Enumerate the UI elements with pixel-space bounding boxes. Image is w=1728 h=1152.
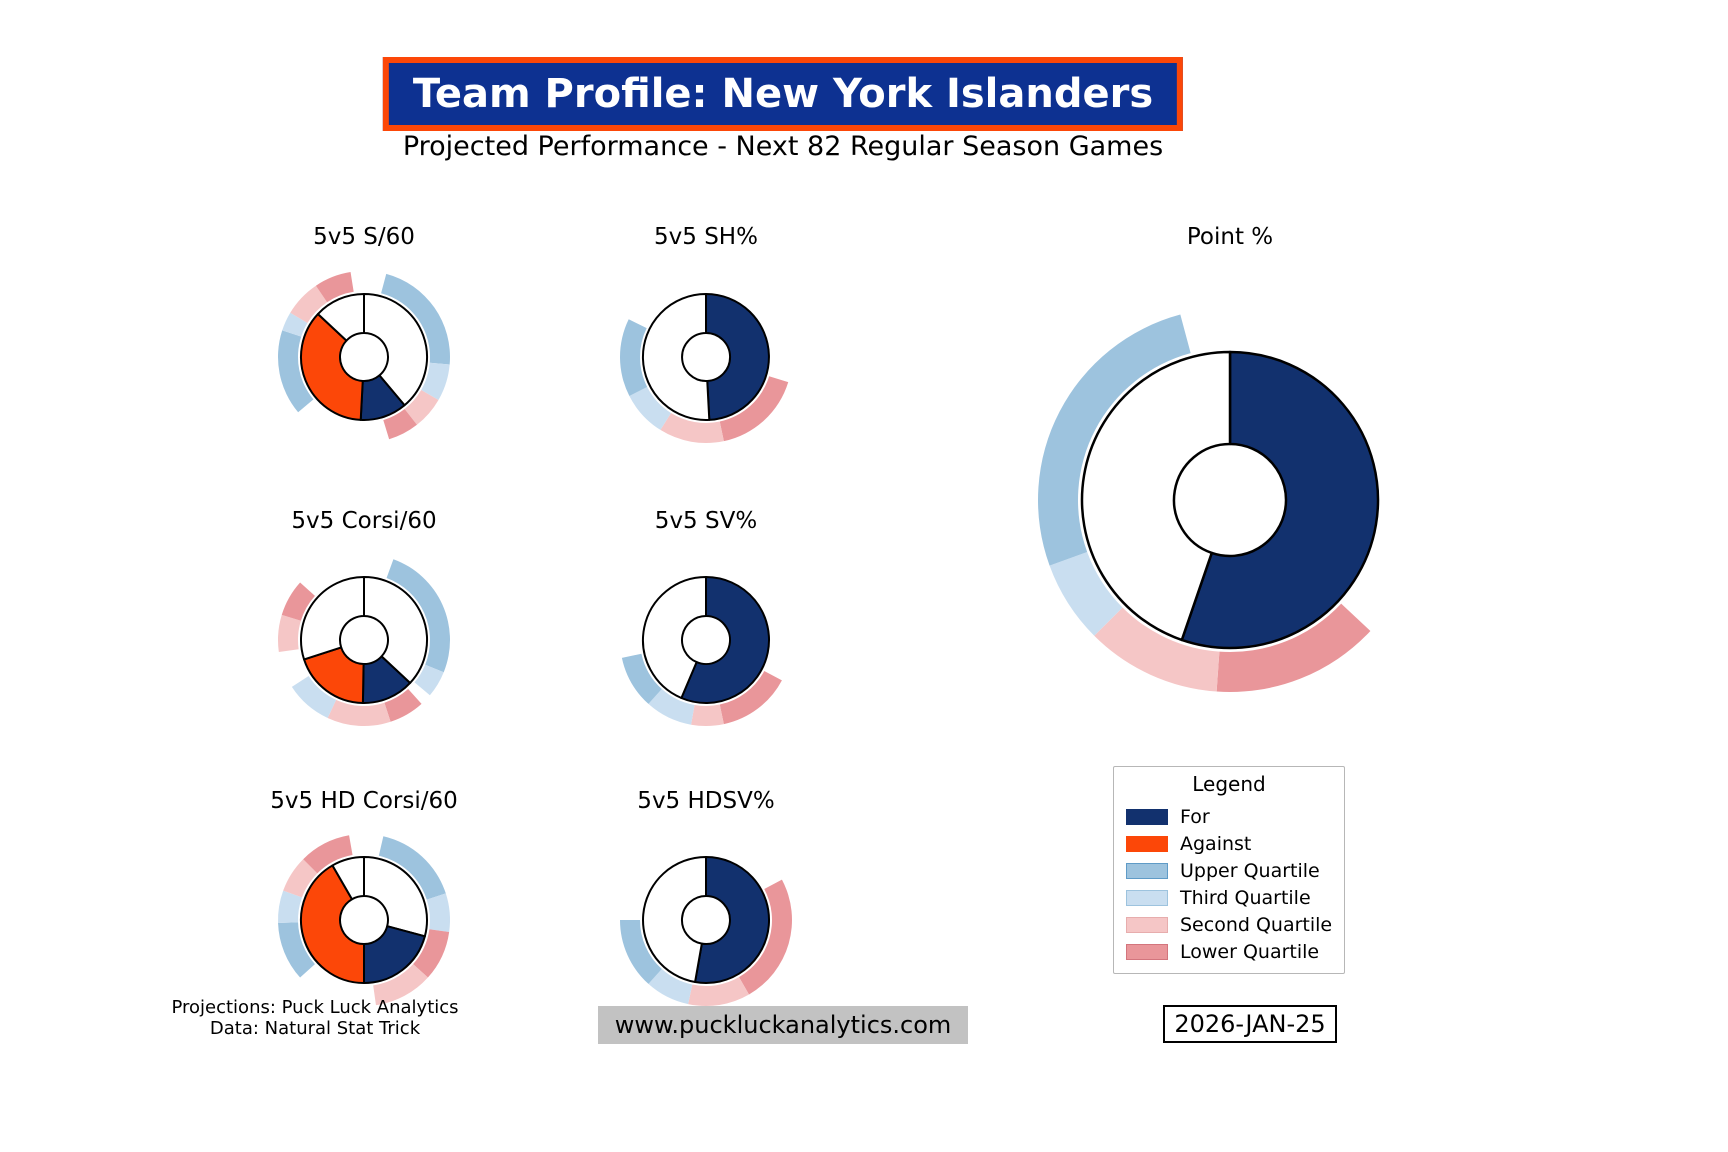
second-quartile-swatch: [1126, 916, 1168, 933]
quartile-band-lower: [384, 689, 422, 722]
chart-title-point-pct: Point %: [1186, 224, 1274, 250]
quartile-band-lower: [739, 879, 792, 995]
lower-quartile-swatch: [1126, 943, 1168, 960]
segment-against: [300, 313, 364, 421]
chart-title-5v5-hd-corsi60: 5v5 HD Corsi/60: [270, 788, 458, 814]
segment-against: [300, 864, 365, 984]
segment-white: [1080, 350, 1232, 642]
segment-for: [680, 576, 770, 704]
donut-chart-5v5-s60: [277, 272, 450, 440]
legend-item-second-quartile: Second Quartile: [1126, 911, 1344, 938]
segment-white: [363, 576, 428, 684]
for-swatch: [1126, 808, 1168, 825]
segment-white: [363, 856, 428, 938]
quartile-band-lower: [281, 582, 315, 621]
segment-white: [642, 856, 707, 984]
donut-chart-5v5-sh-pct: [619, 293, 789, 443]
legend-item-for: For: [1126, 803, 1344, 830]
quartile-band-upper: [378, 836, 446, 900]
quartile-band-lower: [303, 835, 353, 874]
quartile-band-second: [1094, 607, 1220, 692]
legend-label: Upper Quartile: [1180, 859, 1320, 882]
quartile-band-second: [691, 704, 724, 726]
segment-white: [331, 856, 365, 901]
quartile-band-lower: [1216, 603, 1371, 692]
quartile-band-upper: [620, 920, 662, 984]
quartile-band-lower: [719, 670, 782, 725]
quartile-band-upper: [381, 273, 450, 365]
quartile-band-third: [291, 675, 337, 718]
legend-label: For: [1180, 805, 1210, 828]
segment-white: [299, 576, 365, 661]
legend-label: Against: [1180, 832, 1252, 855]
footer-credits: Projections: Puck Luck Analytics Data: N…: [171, 997, 458, 1039]
projections-credit: Projections: Puck Luck Analytics: [171, 997, 459, 1018]
quartile-band-lower: [315, 272, 354, 303]
upper-quartile-swatch: [1126, 862, 1168, 879]
quartile-band-third: [648, 969, 693, 1005]
quartile-band-second: [283, 859, 318, 898]
quartile-band-lower: [719, 376, 789, 442]
quartile-band-third: [648, 689, 695, 725]
quartile-band-second: [688, 977, 749, 1006]
quartile-band-second: [278, 614, 301, 652]
quartile-band-second: [327, 699, 391, 727]
quartile-band-third: [426, 893, 450, 932]
legend-label: Lower Quartile: [1180, 940, 1320, 963]
quartile-band-lower: [383, 409, 417, 440]
donut-chart-5v5-sv-pct: [621, 576, 782, 726]
quartile-band-upper: [621, 653, 662, 704]
legend-item-third-quartile: Third Quartile: [1126, 884, 1344, 911]
chart-title-5v5-corsi60: 5v5 Corsi/60: [291, 508, 437, 534]
chart-title-5v5-s60: 5v5 S/60: [313, 224, 415, 250]
segment-white: [363, 293, 428, 407]
segment-for: [705, 293, 770, 421]
donut-chart-5v5-corsi60: [278, 559, 451, 727]
legend-item-lower-quartile: Lower Quartile: [1126, 938, 1344, 965]
legend-item-upper-quartile: Upper Quartile: [1126, 857, 1344, 884]
chart-title-5v5-hdsv-pct: 5v5 HDSV%: [637, 788, 775, 814]
donut-chart-point-pct: [1037, 314, 1380, 692]
segment-white: [641, 293, 711, 421]
quartile-band-upper: [1037, 314, 1191, 566]
quartile-band-second: [660, 412, 724, 443]
quartile-band-upper: [619, 319, 648, 397]
quartile-band-third: [282, 312, 308, 337]
chart-title-5v5-sh-pct: 5v5 SH%: [654, 224, 758, 250]
legend-title: Legend: [1192, 772, 1266, 796]
donut-chart-5v5-hd-corsi60: [277, 835, 450, 1006]
segment-white: [642, 576, 707, 699]
donut-chart-5v5-hdsv-pct: [620, 856, 792, 1006]
data-credit: Data: Natural Stat Trick: [209, 1018, 421, 1039]
quartile-band-second: [290, 285, 328, 324]
page-subtitle: Projected Performance - Next 82 Regular …: [402, 131, 1164, 162]
quartile-band-upper: [386, 559, 451, 673]
page-title: Team Profile: New York Islanders: [382, 57, 1184, 131]
quartile-band-third: [629, 386, 672, 430]
quartile-band-third: [414, 664, 444, 696]
quartile-band-third: [1049, 551, 1123, 636]
date-badge: 2026-JAN-25: [1163, 1005, 1337, 1043]
segment-for: [694, 856, 771, 984]
segment-for: [363, 925, 426, 984]
legend-label: Third Quartile: [1180, 886, 1311, 909]
quartile-band-upper: [277, 330, 314, 413]
website-banner: www.puckluckanalytics.com: [598, 1006, 968, 1044]
chart-title-5v5-sv-pct: 5v5 SV%: [654, 508, 758, 534]
quartile-band-second: [373, 964, 428, 1006]
legend-item-against: Against: [1126, 830, 1344, 857]
quartile-band-second: [404, 390, 439, 425]
legend-label: Second Quartile: [1180, 913, 1333, 936]
quartile-band-third: [421, 362, 450, 400]
legend: Legend For Against Upper Quartile Third …: [1113, 766, 1345, 974]
quartile-band-upper: [278, 922, 315, 978]
third-quartile-swatch: [1126, 889, 1168, 906]
segment-white: [316, 293, 365, 342]
against-swatch: [1126, 835, 1168, 852]
quartile-band-third: [277, 890, 302, 923]
quartile-band-lower: [413, 929, 450, 978]
